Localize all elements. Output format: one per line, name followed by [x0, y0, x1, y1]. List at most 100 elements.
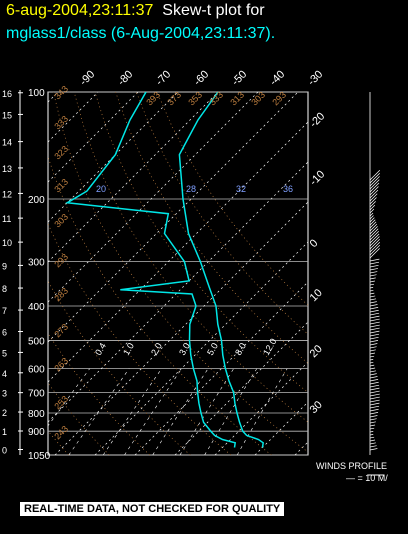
dry-adiabat-label: 283 — [52, 286, 70, 304]
isotherm-line — [47, 91, 299, 343]
pressure-tick-label: 900 — [28, 427, 45, 438]
isotherm-line — [47, 121, 309, 383]
wind-barb — [369, 393, 380, 397]
wind-barb — [369, 387, 380, 391]
height-tick-label: 7 — [2, 306, 7, 316]
temperature-tick-label-top: -40 — [268, 68, 288, 88]
chart-title-label: Skew-t plot for — [162, 2, 265, 19]
dewpoint-profile-line — [64, 92, 237, 448]
mixing-ratio-label-lower: 0.4 — [93, 341, 108, 357]
isotherm-line — [94, 241, 309, 456]
height-tick-label: 16 — [2, 89, 12, 99]
mixing-ratio-label: 32 — [236, 184, 246, 194]
wind-barb — [369, 169, 381, 181]
dry-adiabat-label: 303 — [52, 212, 70, 230]
wind-barb — [369, 439, 376, 442]
dry-adiabat-label: 293 — [52, 252, 70, 270]
wind-barb — [369, 373, 377, 376]
wind-barb — [369, 197, 377, 205]
dry-adiabat-line — [94, 92, 308, 394]
wind-barb — [369, 186, 379, 196]
wind-barb — [369, 424, 376, 427]
wind-barb — [369, 436, 375, 439]
wind-barb — [369, 359, 374, 361]
wind-barb — [369, 176, 380, 187]
height-tick-label: 9 — [2, 261, 7, 271]
wind-barb — [369, 324, 380, 328]
temperature-tick-label-right: -10 — [308, 168, 328, 188]
wind-barb — [369, 370, 377, 373]
dry-adiabat-line — [115, 92, 308, 364]
dry-adiabat-line — [48, 332, 150, 455]
wind-barb — [369, 352, 376, 355]
wind-barb — [369, 179, 380, 190]
isotherm-line — [47, 91, 59, 103]
wind-barb — [369, 448, 378, 451]
mixing-ratio-line — [124, 368, 182, 455]
wind-barb — [369, 427, 375, 430]
height-tick-label: 1 — [2, 427, 7, 437]
wind-barb — [369, 268, 379, 271]
mixing-ratio-label-lower: 2.0 — [149, 341, 164, 357]
wind-barb — [369, 248, 380, 259]
wind-profile — [368, 92, 384, 476]
wind-barb — [369, 189, 379, 199]
wind-barb — [369, 330, 380, 334]
wind-barb — [369, 408, 379, 412]
temperature-tick-label-top: -50 — [230, 68, 250, 88]
wind-barb — [369, 212, 374, 217]
dry-adiabat-label: 263 — [52, 356, 70, 374]
mixing-ratio-line — [152, 368, 209, 455]
pressure-tick-label: 500 — [28, 336, 45, 347]
wind-barb — [369, 333, 380, 337]
wind-barb — [369, 445, 377, 448]
wind-barb — [369, 309, 379, 313]
height-tick-label: 10 — [2, 238, 12, 248]
mixing-ratio-label: 36 — [283, 184, 293, 194]
wind-barb — [369, 434, 374, 436]
isotherm-line — [134, 281, 309, 456]
mixing-ratio-line — [102, 368, 162, 455]
quality-notice: REAL-TIME DATA, NOT CHECKED FOR QUALITY — [20, 502, 285, 516]
wind-barb — [369, 384, 380, 388]
height-tick-label: 15 — [2, 110, 12, 120]
wind-barb — [369, 396, 380, 400]
temperature-tick-label-right: 30 — [308, 399, 325, 416]
wind-barb — [369, 274, 377, 277]
height-tick-label: 4 — [2, 369, 7, 379]
wind-barb — [369, 292, 375, 295]
chart-subtitle: mglass1/class (6-Aug-2004,23:11:37). — [6, 25, 276, 42]
wind-barb — [369, 412, 379, 415]
wind-barb — [369, 399, 380, 403]
wind-barb — [369, 415, 378, 418]
wind-barb — [369, 208, 375, 214]
wind-barb — [369, 381, 379, 385]
height-tick-label: 6 — [2, 328, 7, 338]
isotherm-line — [54, 201, 309, 456]
chart-datetime: 6-aug-2004,23:11:37 — [6, 2, 154, 19]
height-tick-label: 0 — [2, 445, 7, 455]
height-tick-label: 12 — [2, 189, 12, 199]
wind-barb — [369, 421, 376, 424]
wind-barb — [369, 236, 380, 247]
chart-title: 6-aug-2004,23:11:37 Skew-t plot for — [6, 2, 265, 20]
isotherm-line — [47, 91, 219, 263]
mixing-ratio-label: 28 — [186, 184, 196, 194]
wind-barb — [369, 226, 378, 235]
wind-barb — [369, 201, 376, 208]
mixing-ratio-line — [48, 368, 90, 427]
pressure-tick-label: 600 — [28, 365, 45, 376]
wind-barb — [369, 402, 380, 406]
temperature-tick-label-right: 0 — [308, 237, 321, 250]
pressure-tick-label: 400 — [28, 302, 45, 313]
dry-adiabat-line — [48, 382, 110, 455]
wind-barb — [369, 172, 381, 184]
mixing-ratio-label-lower: 1.0 — [121, 341, 136, 357]
wind-barb — [369, 327, 380, 331]
temperature-tick-label-top: -30 — [306, 68, 326, 88]
height-tick-label: 11 — [2, 214, 11, 224]
winds-profile-label: WINDS PROFILE — [316, 461, 388, 471]
wind-barb — [369, 361, 374, 364]
wind-barb — [369, 244, 381, 256]
wind-barb — [369, 355, 375, 358]
